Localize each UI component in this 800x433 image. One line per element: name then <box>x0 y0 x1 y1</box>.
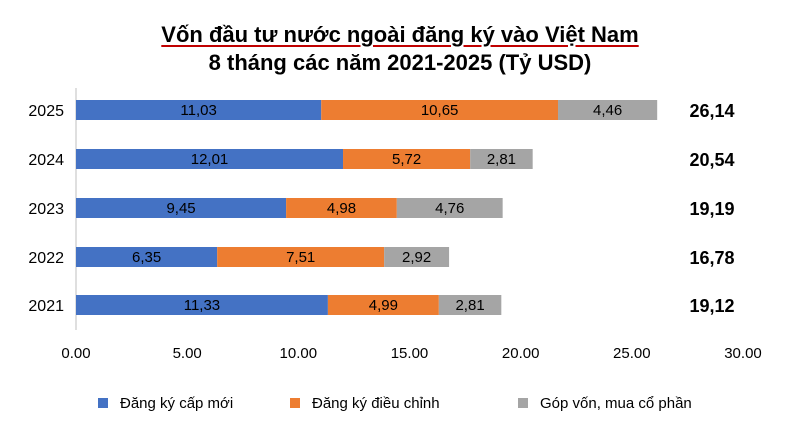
chart-title: Vốn đầu tư nước ngoài đăng ký vào Việt N… <box>0 22 800 48</box>
data-label: 2,81 <box>455 297 484 314</box>
bar-segment <box>321 100 559 120</box>
bar-segment <box>438 295 502 315</box>
x-tick-label: 15.00 <box>391 345 429 362</box>
y-tick-label: 2025 <box>28 103 64 120</box>
legend-swatch <box>518 398 528 408</box>
bar-segment <box>558 100 658 120</box>
bar-segment <box>76 100 322 120</box>
chart-title-line1: Vốn đầu tư nước ngoài đăng ký vào Việt N… <box>161 22 639 47</box>
total-label: 20,54 <box>689 150 734 170</box>
x-tick-label: 10.00 <box>280 345 318 362</box>
bar-segment <box>217 247 385 267</box>
data-label: 11,33 <box>184 297 220 314</box>
legend-swatch <box>290 398 300 408</box>
x-tick-label: 0.00 <box>61 345 90 362</box>
x-tick-label: 25.00 <box>613 345 651 362</box>
data-label: 12,01 <box>191 151 229 168</box>
total-label: 19,12 <box>689 296 734 316</box>
data-label: 11,03 <box>180 102 216 119</box>
legend-label: Đăng ký điều chỉnh <box>312 395 440 412</box>
bar-segment <box>343 149 471 169</box>
chart-subtitle: 8 tháng các năm 2021-2025 (Tỷ USD) <box>208 50 592 75</box>
bar-segment <box>286 198 397 218</box>
total-label: 19,19 <box>689 199 734 219</box>
x-tick-label: 5.00 <box>173 345 202 362</box>
data-label: 7,51 <box>286 249 315 266</box>
bar-segment <box>76 295 328 315</box>
y-tick-label: 2023 <box>28 201 64 218</box>
data-label: 4,46 <box>593 102 622 119</box>
y-tick-label: 2021 <box>28 298 64 315</box>
data-label: 6,35 <box>132 249 161 266</box>
y-tick-label: 2024 <box>28 152 64 169</box>
data-label: 10,65 <box>421 102 459 119</box>
data-label: 2,92 <box>402 249 431 266</box>
bar-segment <box>470 149 533 169</box>
y-tick-label: 2022 <box>28 250 64 267</box>
data-label: 4,76 <box>435 200 464 217</box>
legend-label: Đăng ký cấp mới <box>120 395 233 412</box>
bar-segment <box>384 247 450 267</box>
bar-segment <box>327 295 439 315</box>
total-label: 16,78 <box>689 248 734 268</box>
bar-segment <box>76 198 287 218</box>
data-label: 5,72 <box>392 151 421 168</box>
data-label: 4,99 <box>369 297 398 314</box>
data-label: 9,45 <box>166 200 195 217</box>
bar-segment <box>76 247 218 267</box>
data-label: 2,81 <box>487 151 516 168</box>
legend-label: Góp vốn, mua cổ phần <box>540 395 692 412</box>
bar-segment <box>396 198 503 218</box>
x-tick-label: 30.00 <box>724 345 762 362</box>
total-label: 26,14 <box>689 101 734 121</box>
bar-segment <box>76 149 344 169</box>
data-label: 4,98 <box>327 200 356 217</box>
x-tick-label: 20.00 <box>502 345 540 362</box>
legend-swatch <box>98 398 108 408</box>
